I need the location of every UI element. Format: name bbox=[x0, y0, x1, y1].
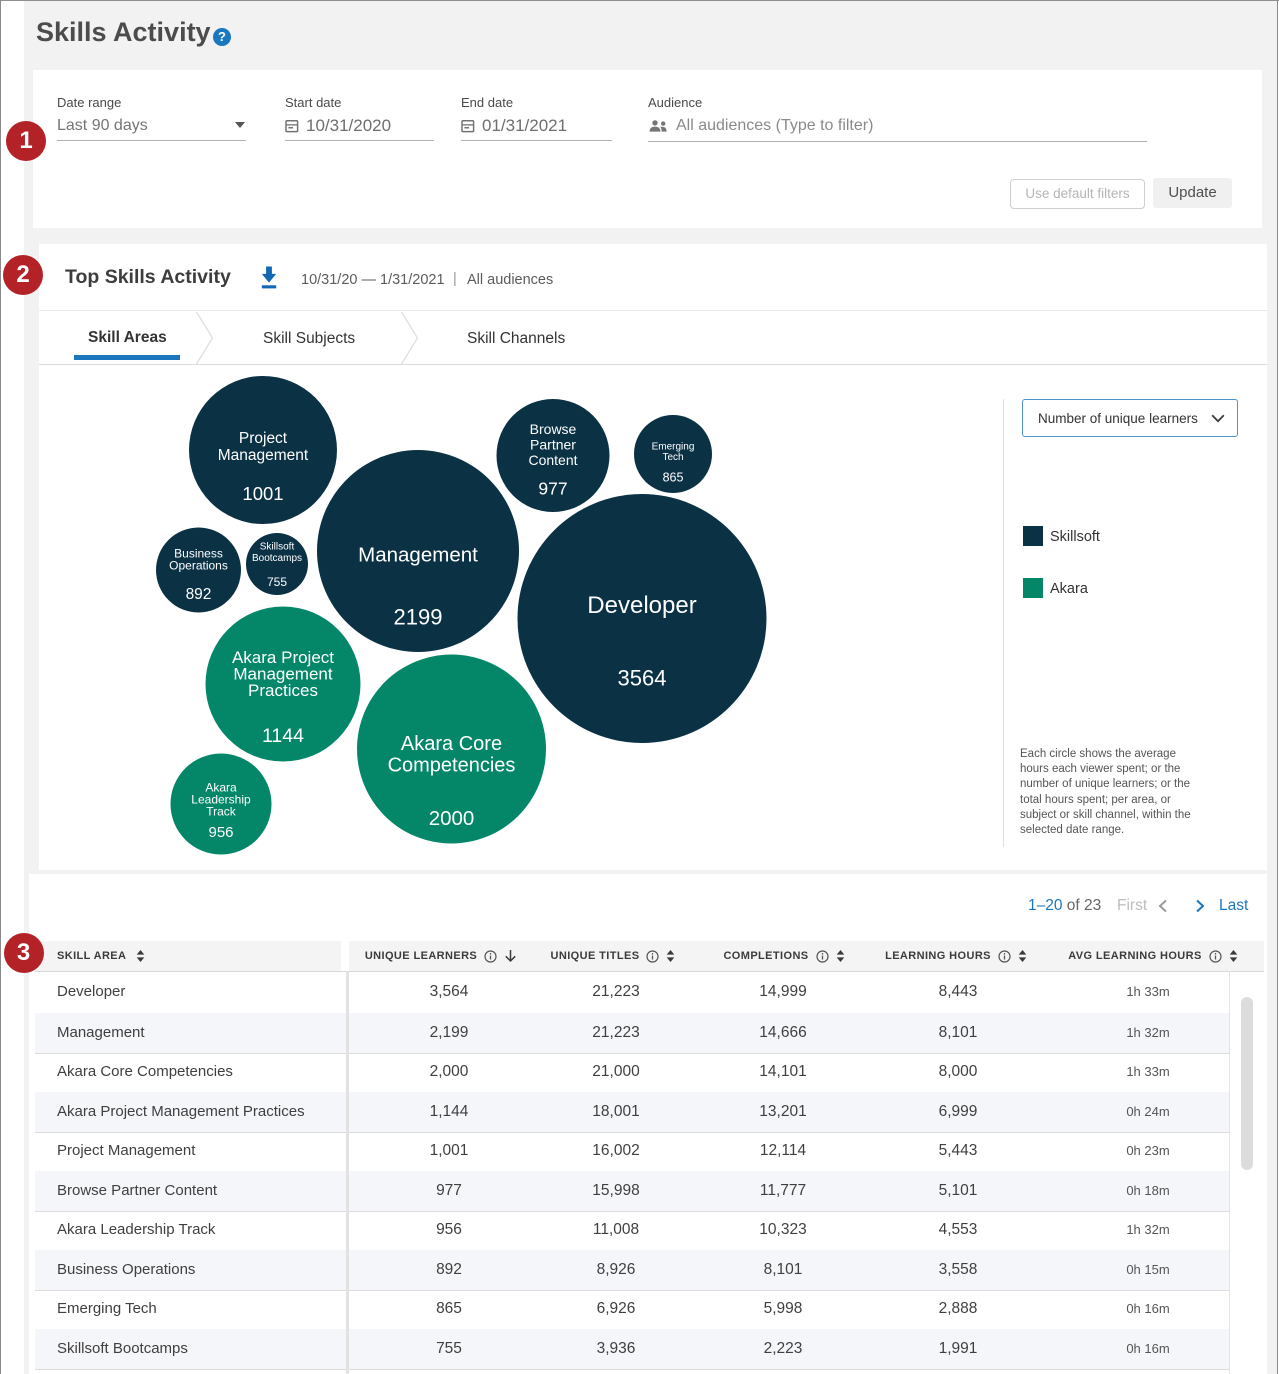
svg-text:865: 865 bbox=[663, 471, 684, 485]
svg-text:Operations: Operations bbox=[169, 559, 228, 573]
svg-text:Management: Management bbox=[233, 665, 333, 684]
svg-text:1001: 1001 bbox=[242, 483, 283, 504]
svg-text:Developer: Developer bbox=[587, 592, 696, 619]
svg-text:Management: Management bbox=[358, 543, 478, 566]
svg-text:977: 977 bbox=[538, 478, 567, 498]
svg-text:892: 892 bbox=[186, 586, 212, 603]
svg-text:Practices: Practices bbox=[248, 681, 318, 700]
svg-text:Emerging: Emerging bbox=[652, 442, 695, 453]
svg-text:2000: 2000 bbox=[429, 807, 475, 830]
svg-text:Content: Content bbox=[528, 452, 577, 468]
svg-text:Browse: Browse bbox=[530, 421, 577, 437]
svg-text:Project: Project bbox=[239, 430, 288, 447]
svg-text:1144: 1144 bbox=[262, 725, 304, 747]
svg-text:Akara: Akara bbox=[205, 780, 237, 794]
svg-text:Leadership: Leadership bbox=[191, 792, 251, 806]
svg-text:Akara Core: Akara Core bbox=[401, 733, 502, 755]
svg-text:Business: Business bbox=[174, 546, 223, 560]
svg-text:Skillsoft: Skillsoft bbox=[260, 542, 295, 553]
svg-text:2199: 2199 bbox=[394, 604, 443, 629]
svg-text:755: 755 bbox=[267, 575, 287, 589]
svg-text:Akara Project: Akara Project bbox=[232, 648, 334, 667]
svg-text:3564: 3564 bbox=[618, 665, 667, 690]
svg-text:Management: Management bbox=[218, 447, 309, 464]
svg-text:Tech: Tech bbox=[662, 452, 683, 463]
svg-text:Partner: Partner bbox=[530, 437, 576, 453]
svg-text:Track: Track bbox=[206, 804, 237, 818]
svg-text:Bootcamps: Bootcamps bbox=[252, 553, 302, 564]
svg-text:956: 956 bbox=[208, 824, 233, 841]
svg-text:Competencies: Competencies bbox=[388, 755, 516, 777]
